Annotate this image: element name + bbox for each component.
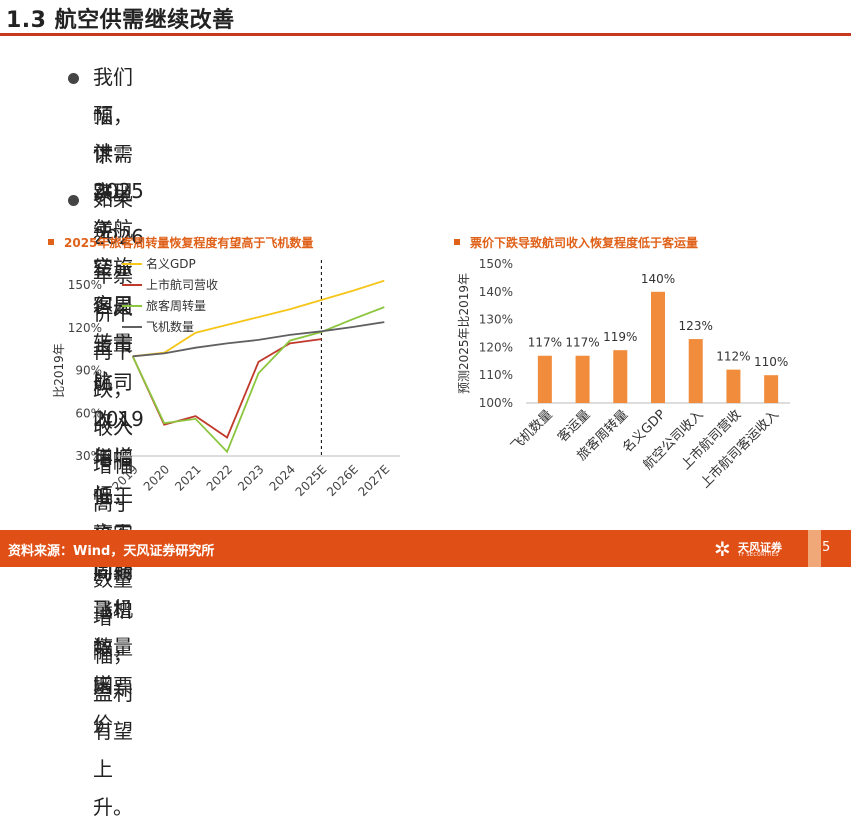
bar-value-label: 112% xyxy=(716,350,750,364)
slide-title: 1.3 航空供需继续改善 xyxy=(6,8,235,33)
y-tick-label: 110% xyxy=(479,368,513,382)
bullet-dot xyxy=(68,195,79,206)
bar xyxy=(537,355,552,403)
logo-star-icon: ✲ xyxy=(714,537,731,561)
y-tick-label: 90% xyxy=(75,364,102,378)
company-logo: ✲ 天风证券 TF SECURITIES xyxy=(714,537,794,561)
y-axis-label: 比2019年 xyxy=(52,343,66,398)
bar xyxy=(575,355,590,403)
y-tick-label: 100% xyxy=(479,396,513,410)
y-tick-label: 140% xyxy=(479,285,513,299)
bar-chart: 100% 110% 120% 130% 140% 150% 117% 117% 119% 140%… xyxy=(457,257,790,491)
bar xyxy=(764,375,779,403)
bar xyxy=(726,369,741,403)
bar-chart-title: 票价下跌导致航司收入恢复程度低于客运量 xyxy=(454,234,698,251)
bar xyxy=(688,339,703,403)
legend-label: 上市航司营收 xyxy=(146,277,218,292)
bar-value-label: 123% xyxy=(679,319,713,333)
x-tick-label: 2025E xyxy=(293,462,330,499)
y-tick-label: 60% xyxy=(75,406,102,420)
line-chart: 30% 60% 90% 120% 150% 2019 2020 2021 2022 2023 202… xyxy=(52,256,400,499)
y-tick-label: 120% xyxy=(479,340,513,354)
legend-label: 名义GDP xyxy=(146,256,196,271)
y-tick-label: 120% xyxy=(68,321,102,335)
bullet-1-line-3: 下跌。 xyxy=(93,143,133,205)
footer-accent-block xyxy=(808,530,821,567)
bar-value-label: 117% xyxy=(528,336,562,350)
y-tick-label: 150% xyxy=(479,257,513,271)
y-tick-label: 130% xyxy=(479,313,513,327)
bar xyxy=(613,350,628,403)
x-tick-label: 2022 xyxy=(204,462,235,493)
bar-value-label: 119% xyxy=(603,330,637,344)
x-tick-label: 2026E xyxy=(324,462,361,499)
logo-subtitle: TF SECURITIES xyxy=(738,552,779,558)
bullet-dot xyxy=(68,73,79,84)
x-category-label: 飞机数量 xyxy=(508,407,555,454)
series-line xyxy=(131,306,385,454)
bar xyxy=(651,291,665,403)
series-line xyxy=(132,279,385,358)
title-square-icon xyxy=(454,239,460,245)
x-tick-label: 2020 xyxy=(141,462,172,493)
y-axis-label: 预测2025年比2019年 xyxy=(457,273,471,394)
title-rule xyxy=(0,33,851,36)
y-tick-label: 150% xyxy=(68,278,102,292)
page-number: 5 xyxy=(822,540,831,555)
series-line xyxy=(132,321,385,358)
logo-name: 天风证券 xyxy=(738,541,782,554)
legend-label: 旅客周转量 xyxy=(146,298,206,313)
bar-value-label: 110% xyxy=(754,355,788,369)
x-tick-label: 2019 xyxy=(109,462,140,493)
bar-value-label: 140% xyxy=(641,272,675,286)
x-tick-label: 2021 xyxy=(172,462,203,493)
source-text: 资料来源：Wind，天风证券研究所 xyxy=(8,544,215,559)
title-square-icon xyxy=(48,239,54,245)
series-line xyxy=(131,338,322,439)
line-chart-title: 2025年旅客周转量恢复程度有望高于飞机数量 xyxy=(48,234,313,251)
footer-bar: 资料来源：Wind，天风证券研究所 ✲ 天风证券 TF SECURITIES 5 xyxy=(0,530,851,567)
bar-value-label: 117% xyxy=(565,336,599,350)
x-tick-label: 2027E xyxy=(356,462,393,499)
legend-label: 飞机数量 xyxy=(146,319,194,334)
y-tick-label: 30% xyxy=(75,449,102,463)
x-tick-label: 2023 xyxy=(235,462,266,493)
